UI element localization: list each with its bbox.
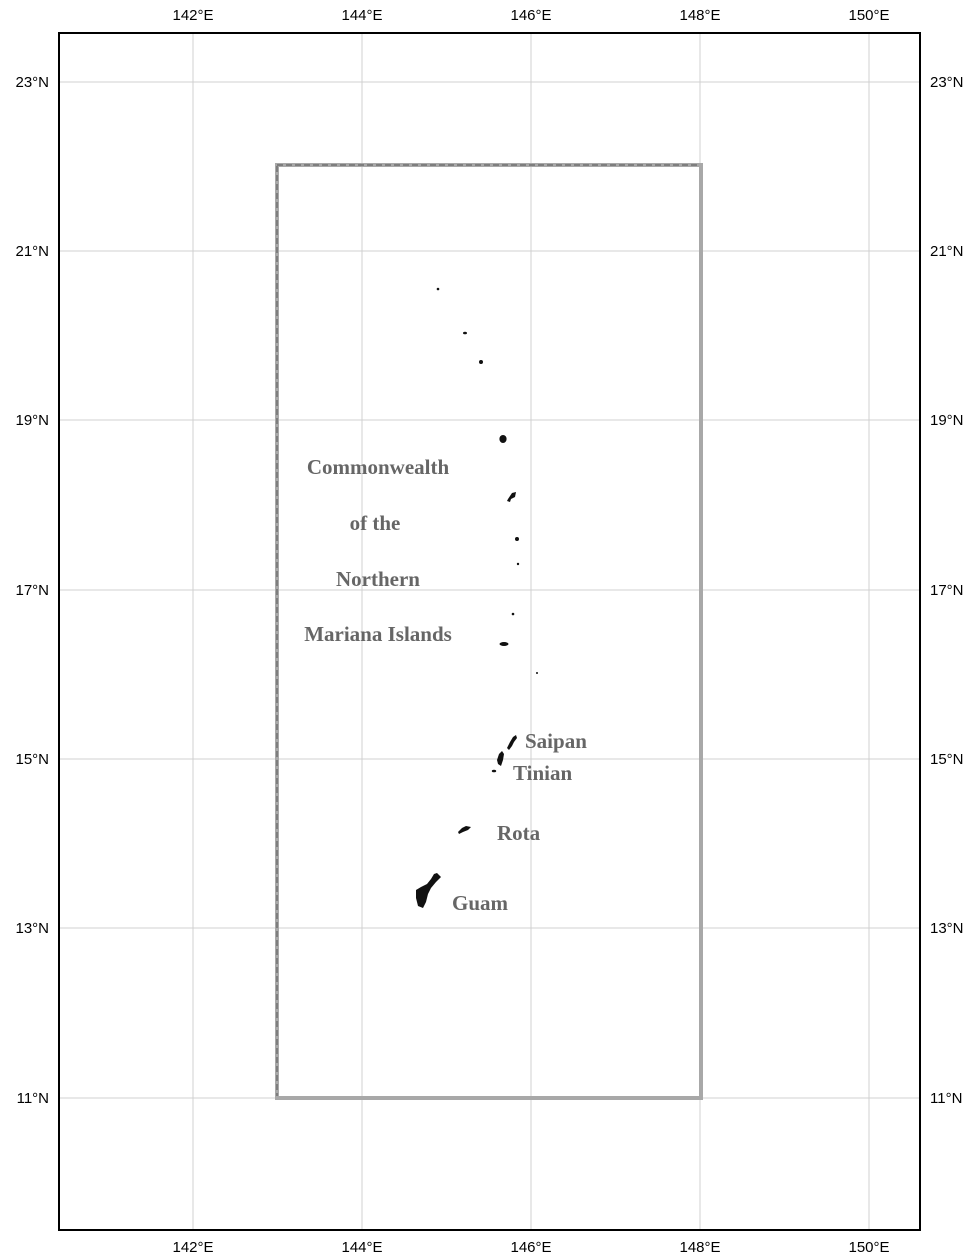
island-anatahan bbox=[499, 642, 509, 646]
lon-label-bottom: 144°E bbox=[341, 1239, 382, 1256]
lon-label-bottom: 146°E bbox=[510, 1239, 551, 1256]
region-label-cnmi: Commonwealth of the Northern Mariana Isl… bbox=[304, 455, 452, 646]
region-label-line-1: Commonwealth bbox=[307, 455, 450, 479]
lon-label-top: 142°E bbox=[172, 7, 213, 24]
lat-label-right: 11°N bbox=[930, 1090, 962, 1107]
lat-label-left: 17°N bbox=[15, 582, 49, 599]
lat-label-left: 11°N bbox=[17, 1090, 49, 1107]
lat-label-right: 21°N bbox=[930, 243, 964, 260]
island-farallon-de-medinilla bbox=[536, 672, 538, 674]
region-label-line-4: Mariana Islands bbox=[304, 622, 452, 646]
lon-label-top: 150°E bbox=[848, 7, 889, 24]
lon-label-bottom: 150°E bbox=[848, 1239, 889, 1256]
islands-layer bbox=[416, 287, 538, 908]
island-label-saipan: Saipan bbox=[525, 729, 587, 753]
island-sarigan bbox=[511, 612, 515, 616]
island-guam bbox=[416, 873, 441, 908]
lon-labels-bottom: 142°E 144°E 146°E 148°E 150°E bbox=[172, 1239, 889, 1256]
lat-label-right: 23°N bbox=[930, 74, 964, 91]
island-alamagan bbox=[515, 537, 519, 541]
island-farallon-de-pajaros bbox=[436, 287, 440, 291]
lat-labels-left: 23°N 21°N 19°N 17°N 15°N 13°N 11°N bbox=[15, 74, 49, 1107]
lat-label-left: 23°N bbox=[15, 74, 49, 91]
lat-label-right: 19°N bbox=[930, 412, 964, 429]
region-label-line-2: of the bbox=[350, 511, 401, 535]
island-label-guam: Guam bbox=[452, 891, 509, 915]
lon-label-bottom: 148°E bbox=[679, 1239, 720, 1256]
lat-label-left: 19°N bbox=[15, 412, 49, 429]
graticule bbox=[59, 33, 920, 1230]
island-guguan bbox=[516, 562, 520, 566]
island-saipan bbox=[507, 735, 517, 750]
region-label-line-3: Northern bbox=[336, 567, 420, 591]
lon-labels-top: 142°E 144°E 146°E 148°E 150°E bbox=[172, 7, 889, 24]
island-asuncion bbox=[479, 360, 483, 364]
lon-label-top: 148°E bbox=[679, 7, 720, 24]
island-rota bbox=[458, 826, 471, 834]
lat-label-left: 21°N bbox=[15, 243, 49, 260]
island-agrihan bbox=[499, 435, 507, 443]
lon-label-top: 144°E bbox=[341, 7, 382, 24]
lon-label-top: 146°E bbox=[510, 7, 551, 24]
lon-label-bottom: 142°E bbox=[172, 1239, 213, 1256]
island-label-tinian: Tinian bbox=[513, 761, 572, 785]
island-label-rota: Rota bbox=[497, 821, 541, 845]
island-tinian bbox=[497, 751, 504, 766]
lat-labels-right: 23°N 21°N 19°N 17°N 15°N 13°N 11°N bbox=[930, 74, 964, 1107]
lat-label-left: 13°N bbox=[15, 920, 49, 937]
lat-label-right: 17°N bbox=[930, 582, 964, 599]
lat-label-right: 15°N bbox=[930, 751, 964, 768]
island-aguijan bbox=[491, 769, 497, 773]
lat-label-left: 15°N bbox=[15, 751, 49, 768]
map-frame bbox=[58, 32, 921, 1231]
island-maug bbox=[463, 331, 467, 335]
island-pagan bbox=[507, 492, 516, 502]
lat-label-right: 13°N bbox=[930, 920, 964, 937]
